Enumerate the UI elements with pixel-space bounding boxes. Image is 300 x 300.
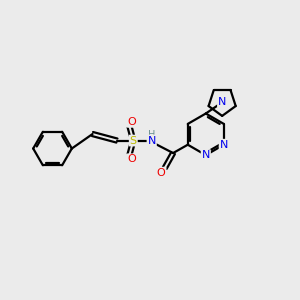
Text: N: N <box>220 140 228 150</box>
Text: O: O <box>157 168 166 178</box>
Text: O: O <box>128 154 136 164</box>
Text: S: S <box>130 136 137 146</box>
Text: N: N <box>218 97 226 106</box>
Text: O: O <box>128 117 136 127</box>
Text: N: N <box>148 136 156 146</box>
Text: N: N <box>202 150 210 160</box>
Text: H: H <box>148 130 155 140</box>
